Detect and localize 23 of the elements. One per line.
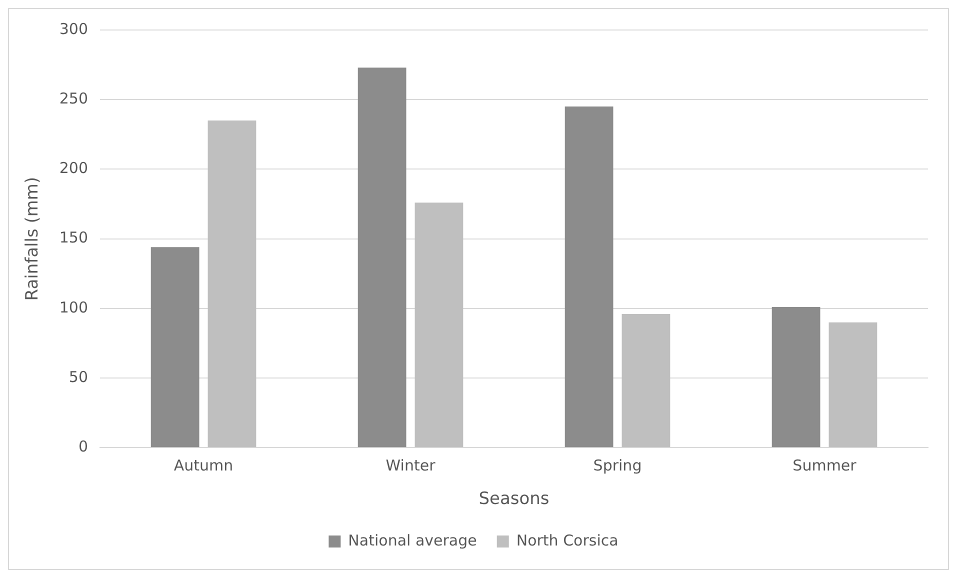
bar [414, 202, 464, 448]
x-tick-label: Winter [386, 456, 436, 474]
bar [150, 247, 200, 448]
y-axis-title: Rainfalls (mm) [22, 176, 43, 301]
bar [564, 106, 614, 448]
y-tick-label: 300 [59, 20, 88, 38]
bar [622, 314, 670, 448]
y-tick-label: 150 [59, 228, 88, 247]
bar [772, 307, 820, 448]
x-axis-title: Seasons [478, 489, 550, 510]
y-tick-label: 100 [59, 298, 88, 316]
x-tick-label: Spring [593, 456, 642, 474]
y-tick-label: 50 [68, 368, 88, 386]
x-tick-label: Summer [792, 456, 858, 474]
legend-label: North Corsica [516, 531, 618, 550]
bar [828, 322, 878, 448]
y-tick-label: 250 [59, 89, 88, 108]
x-tick-label: Autumn [174, 456, 234, 474]
y-tick-label: 200 [59, 159, 88, 178]
bar [208, 120, 256, 448]
bar [358, 68, 406, 448]
legend-label: National average [348, 531, 477, 550]
y-tick-label: 0 [78, 437, 88, 456]
